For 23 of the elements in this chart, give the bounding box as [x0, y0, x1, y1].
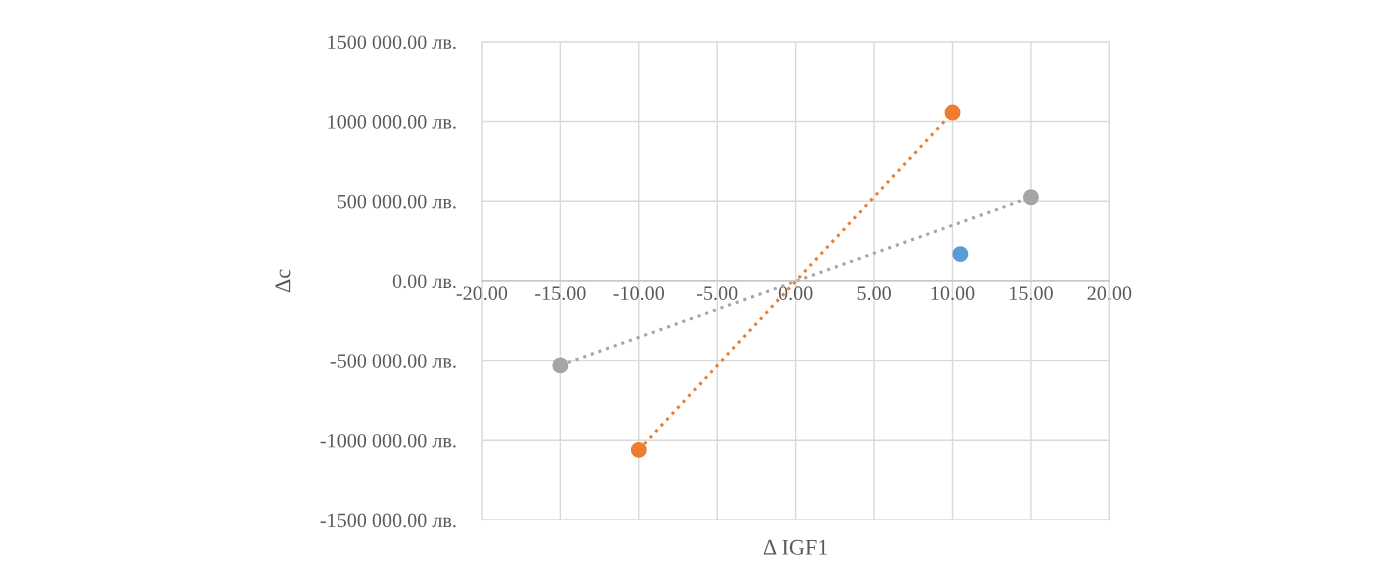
y-tick-label: 500 000.00 лв. — [337, 194, 456, 209]
x-tick-label: -20.00 — [456, 286, 508, 301]
x-tick-label: -5.00 — [697, 286, 738, 301]
x-tick-label: 10.00 — [931, 286, 975, 301]
x-axis-title: Δ IGF1 — [763, 539, 828, 555]
y-tick-label: -1500 000.00 лв. — [320, 513, 456, 528]
x-tick-label: 5.00 — [857, 286, 891, 301]
point — [630, 441, 647, 458]
x-tick-label: -15.00 — [535, 286, 586, 301]
y-tick-label: 1500 000.00 лв. — [328, 35, 456, 50]
x-tick-label: -10.00 — [613, 286, 665, 301]
y-axis-title: Δc — [275, 269, 291, 293]
y-tick-label: 1000 000.00 лв. — [328, 115, 456, 129]
y-tick-label: -500 000.00 лв. — [330, 354, 456, 368]
y-tick-label: 0.00 лв. — [392, 274, 456, 289]
x-tick-label: 0.00 — [778, 286, 813, 301]
x-tick-label: 20.00 — [1087, 286, 1132, 301]
point — [1022, 189, 1039, 206]
point — [944, 104, 961, 121]
y-tick-label: -1000 000.00 лв. — [320, 433, 456, 448]
point — [552, 357, 569, 374]
x-tick-label: 15.00 — [1010, 286, 1053, 301]
point — [952, 246, 969, 263]
